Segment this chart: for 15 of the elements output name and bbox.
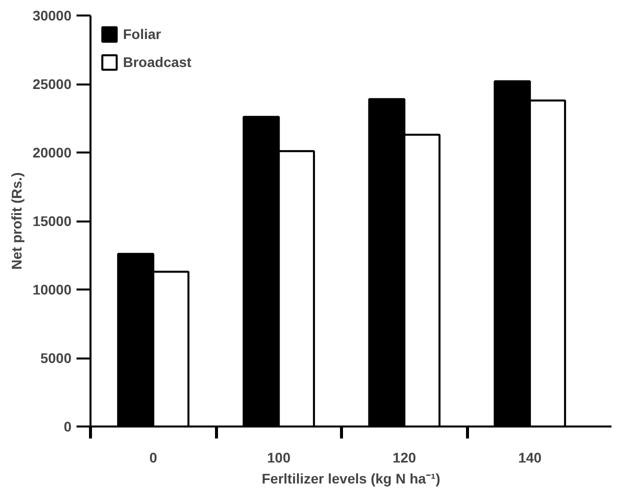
legend-label: Foliar <box>123 26 162 42</box>
x-tick-label: 0 <box>149 450 158 466</box>
x-tick-label: 120 <box>392 450 416 466</box>
x-tick-label: 140 <box>518 450 542 466</box>
y-tick-label: 30000 <box>32 8 72 24</box>
legend-label: Broadcast <box>123 54 192 70</box>
y-tick-label: 25000 <box>32 76 72 92</box>
y-tick-label: 10000 <box>32 282 72 298</box>
x-axis-title: Ferltilizer levels (kg N ha⁻¹) <box>262 470 440 486</box>
x-tick-label: 100 <box>267 450 291 466</box>
y-tick-label: 20000 <box>32 144 72 160</box>
y-tick-label: 0 <box>64 418 72 434</box>
y-tick-label: 15000 <box>32 213 72 229</box>
y-tick-label: 5000 <box>40 350 72 366</box>
y-axis-title: Net profit (Rs.) <box>8 172 25 270</box>
